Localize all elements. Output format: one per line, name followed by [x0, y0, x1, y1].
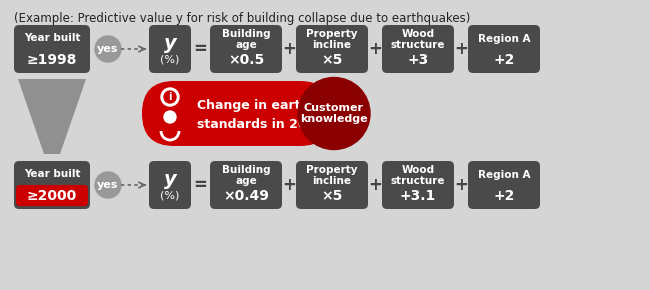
Text: =: =: [193, 40, 207, 58]
Text: yes: yes: [98, 180, 119, 190]
Circle shape: [298, 77, 370, 150]
Text: Wood
structure: Wood structure: [391, 29, 445, 50]
FancyBboxPatch shape: [14, 25, 90, 73]
Text: +2: +2: [493, 189, 515, 203]
Text: Year built: Year built: [24, 169, 80, 179]
FancyBboxPatch shape: [468, 161, 540, 209]
Text: ×0.49: ×0.49: [223, 189, 269, 203]
FancyBboxPatch shape: [468, 25, 540, 73]
Text: (Example: Predictive value y for risk of building collapse due to earthquakes): (Example: Predictive value y for risk of…: [14, 12, 471, 25]
Text: +3: +3: [408, 53, 428, 67]
FancyBboxPatch shape: [210, 25, 282, 73]
Text: +: +: [454, 176, 468, 194]
FancyBboxPatch shape: [382, 25, 454, 73]
Text: Customer
knowledge: Customer knowledge: [300, 103, 368, 124]
Text: (%): (%): [161, 191, 179, 201]
Text: y: y: [164, 34, 176, 53]
Text: ×5: ×5: [321, 53, 343, 67]
Text: ≥1998: ≥1998: [27, 52, 77, 67]
Text: Building
age: Building age: [222, 29, 270, 50]
Text: +2: +2: [493, 53, 515, 67]
Text: Year built: Year built: [24, 33, 80, 43]
Text: standards in 2000: standards in 2000: [197, 119, 324, 131]
FancyBboxPatch shape: [149, 25, 191, 73]
FancyBboxPatch shape: [296, 25, 368, 73]
Text: +: +: [368, 40, 382, 58]
Text: (%): (%): [161, 55, 179, 65]
Text: Change in earthquake: Change in earthquake: [197, 99, 352, 111]
Circle shape: [164, 91, 176, 103]
Circle shape: [164, 111, 176, 123]
Text: +: +: [282, 176, 296, 194]
FancyBboxPatch shape: [16, 185, 88, 206]
Text: +: +: [454, 40, 468, 58]
Text: Building
age: Building age: [222, 165, 270, 186]
Text: yes: yes: [98, 44, 119, 54]
FancyBboxPatch shape: [296, 161, 368, 209]
Circle shape: [95, 36, 121, 62]
Text: i: i: [168, 92, 172, 102]
Text: +: +: [368, 176, 382, 194]
Text: Property
incline: Property incline: [306, 165, 358, 186]
Text: +3.1: +3.1: [400, 189, 436, 203]
Text: ×0.5: ×0.5: [228, 53, 264, 67]
Circle shape: [161, 88, 179, 106]
FancyBboxPatch shape: [210, 161, 282, 209]
Text: Region A: Region A: [478, 35, 530, 44]
Polygon shape: [18, 79, 86, 154]
Text: Wood
structure: Wood structure: [391, 165, 445, 186]
FancyBboxPatch shape: [16, 49, 88, 70]
Text: =: =: [193, 176, 207, 194]
Text: +: +: [282, 40, 296, 58]
Text: ×5: ×5: [321, 189, 343, 203]
FancyBboxPatch shape: [14, 161, 90, 209]
FancyBboxPatch shape: [142, 81, 332, 146]
Text: Region A: Region A: [478, 171, 530, 180]
Text: Property
incline: Property incline: [306, 29, 358, 50]
FancyBboxPatch shape: [149, 161, 191, 209]
Text: y: y: [164, 170, 176, 189]
Circle shape: [95, 172, 121, 198]
Text: ≥2000: ≥2000: [27, 188, 77, 202]
FancyBboxPatch shape: [382, 161, 454, 209]
